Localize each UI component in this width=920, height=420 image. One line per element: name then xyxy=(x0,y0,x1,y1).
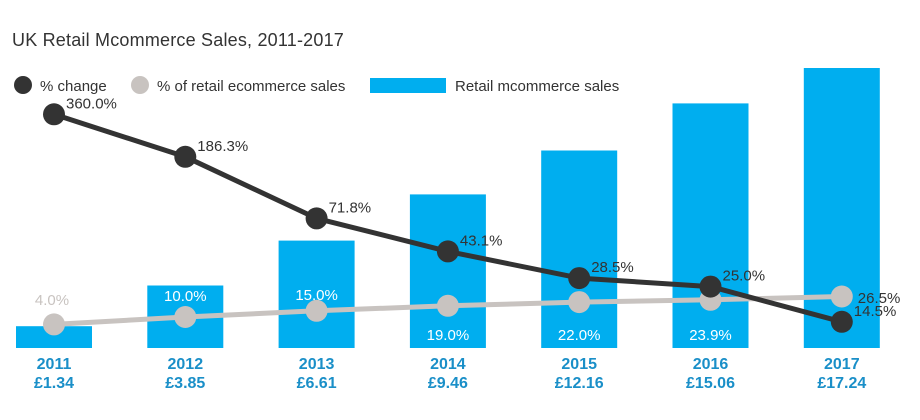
change-point xyxy=(305,207,328,230)
share-data-label: 4.0% xyxy=(35,292,69,309)
change-data-label: 28.5% xyxy=(591,259,634,276)
share-point xyxy=(305,299,328,322)
chart-title: UK Retail Mcommerce Sales, 2011-2017 xyxy=(12,30,345,50)
bar xyxy=(278,240,355,348)
change-point xyxy=(436,240,459,263)
bars-layer xyxy=(16,68,880,349)
x-tick-sales: £15.06 xyxy=(686,375,735,392)
share-data-label: 22.0% xyxy=(558,327,601,344)
x-tick-year: 2017 xyxy=(824,356,860,373)
x-tick-year: 2013 xyxy=(299,356,335,373)
x-tick-sales: £1.34 xyxy=(34,375,74,392)
x-tick-year: 2012 xyxy=(168,356,204,373)
change-data-label: 25.0% xyxy=(723,268,766,285)
share-data-label: 26.5% xyxy=(858,290,901,307)
legend-marker-sales xyxy=(370,78,446,93)
x-tick-year: 2014 xyxy=(430,356,466,373)
share-point xyxy=(174,306,197,328)
bar xyxy=(16,326,92,348)
share-data-label: 19.0% xyxy=(427,327,470,344)
legend-marker-change xyxy=(14,76,32,94)
change-data-label: 43.1% xyxy=(460,232,503,249)
share-point xyxy=(43,313,65,336)
bar xyxy=(409,194,486,348)
share-point xyxy=(830,285,853,308)
x-tick-year: 2011 xyxy=(37,356,72,373)
change-point xyxy=(568,267,591,290)
x-axis: 2011 2012 2013 2014 2015 2016 2017 £1.34 £3.85 £6… xyxy=(34,356,866,392)
share-point xyxy=(568,291,591,314)
change-point xyxy=(699,275,722,298)
x-tick-sales: £17.24 xyxy=(817,375,866,392)
x-tick-year: 2015 xyxy=(561,356,597,373)
x-tick-sales: £6.61 xyxy=(297,375,337,392)
change-data-label: 71.8% xyxy=(329,199,372,216)
share-data-label: 10.0% xyxy=(164,288,207,305)
legend-label-share: % of retail ecommerce sales xyxy=(157,78,345,95)
bar xyxy=(541,150,618,348)
change-point xyxy=(174,145,197,168)
share-point xyxy=(436,294,459,317)
change-data-label: 186.3% xyxy=(197,138,248,155)
legend: % change % of retail ecommerce sales Ret… xyxy=(14,76,619,95)
x-tick-sales: £3.85 xyxy=(165,375,205,392)
share-data-label: 15.0% xyxy=(295,287,338,304)
change-data-label: 14.5% xyxy=(854,303,897,320)
x-tick-year: 2016 xyxy=(693,356,729,373)
share-data-label: 23.9% xyxy=(689,327,732,344)
change-data-label: 360.0% xyxy=(66,95,117,112)
x-tick-sales: £12.16 xyxy=(555,375,604,392)
bar xyxy=(672,103,749,349)
legend-label-change: % change xyxy=(40,78,107,95)
change-point xyxy=(43,103,65,126)
x-tick-sales: £9.46 xyxy=(428,375,468,392)
legend-label-sales: Retail mcommerce sales xyxy=(455,78,619,95)
legend-marker-share xyxy=(131,76,149,94)
change-point xyxy=(830,310,853,333)
lines-layer: 360.0% 186.3% 71.8% 43.1% 28.5% 25.0% 14.5% 4.0… xyxy=(35,95,900,344)
